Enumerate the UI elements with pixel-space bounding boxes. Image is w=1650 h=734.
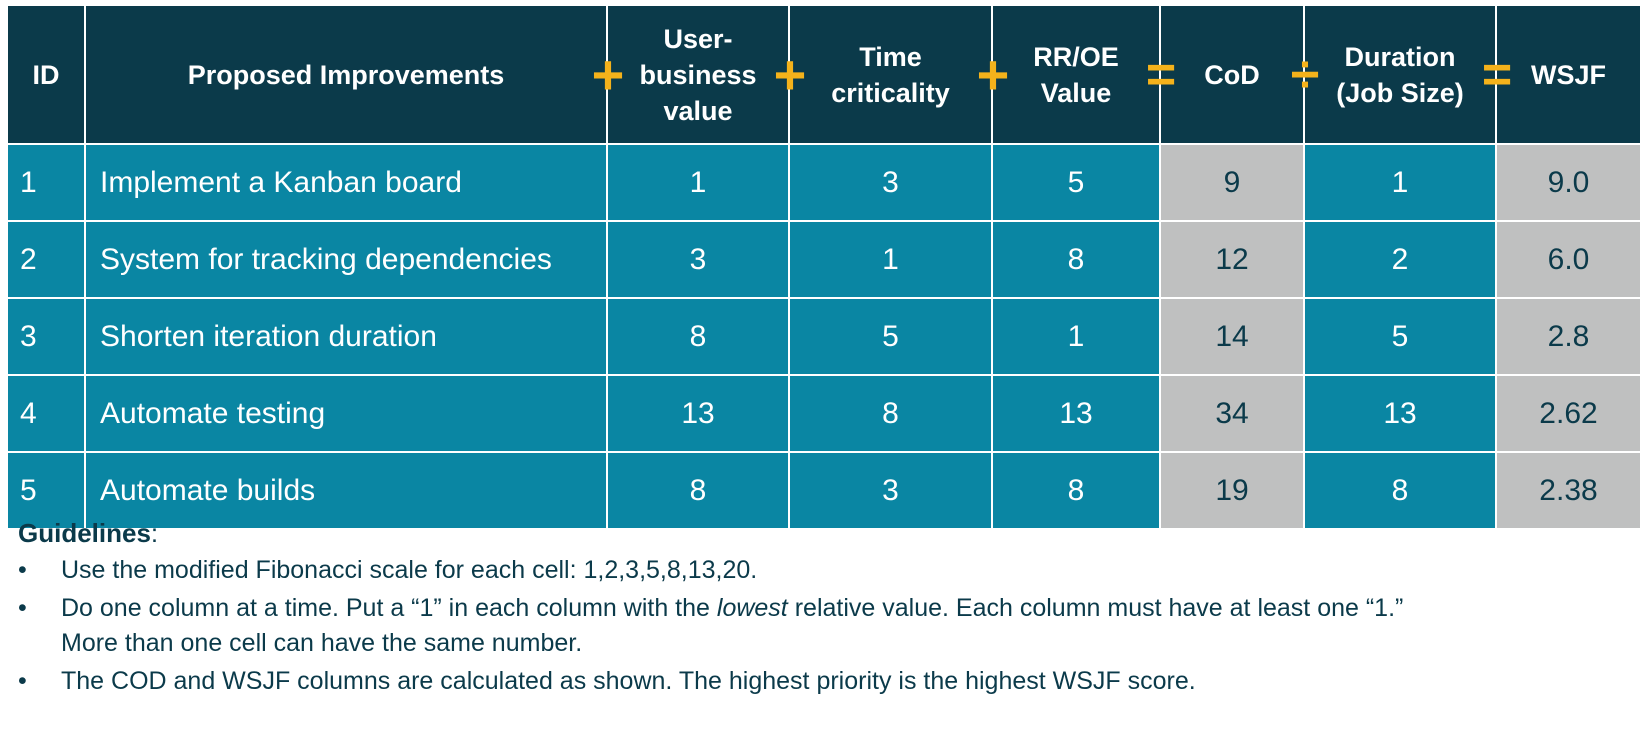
cell-duration: 8 <box>1303 451 1497 530</box>
list-item: • Use the modified Fibonacci scale for e… <box>18 553 1633 588</box>
table-row: 4 Automate testing 13 8 13 34 13 2.62 <box>6 374 1642 453</box>
cell-id: 3 <box>6 297 86 376</box>
cell-id: 1 <box>6 143 86 222</box>
header-line: criticality <box>831 77 950 108</box>
cell-rr-oe-value: 8 <box>991 220 1161 299</box>
header-rr-oe-value-label: RR/OE Value <box>1033 39 1119 111</box>
header-line: Value <box>1040 77 1112 108</box>
cell-id: 5 <box>6 451 86 530</box>
header-duration: ÷ Duration (Job Size) <box>1291 4 1497 145</box>
cell-duration: 13 <box>1303 374 1497 453</box>
cell-improvement: Implement a Kanban board <box>84 143 608 222</box>
cell-time-criticality: 5 <box>788 297 993 376</box>
cell-rr-oe-value: 1 <box>991 297 1161 376</box>
cell-improvement: Shorten iteration duration <box>84 297 608 376</box>
bullet-icon: • <box>18 594 27 622</box>
header-improvements-label: Proposed Improvements <box>187 59 505 90</box>
header-cod: = CoD <box>1146 4 1305 145</box>
plus-icon: + <box>976 42 1010 106</box>
cell-wsjf: 2.8 <box>1495 297 1642 376</box>
header-line: Time <box>859 41 922 72</box>
guideline-column-a: Do one column at a time. Put a “1” in ea… <box>61 594 717 622</box>
cell-rr-oe-value: 13 <box>991 374 1161 453</box>
guideline-column-b: relative value. Each column must have at… <box>787 594 1404 622</box>
header-proposed-improvements: Proposed Improvements <box>84 4 608 145</box>
header-line: Duration <box>1344 41 1456 72</box>
guideline-column-emphasis: lowest <box>716 594 788 622</box>
cell-wsjf: 2.38 <box>1495 451 1642 530</box>
guidelines-section: Guidelines: • Use the modified Fibonacci… <box>18 515 1633 702</box>
plus-icon: + <box>773 42 807 106</box>
header-duration-label: Duration (Job Size) <box>1336 39 1464 111</box>
header-user-business-value: + User- business value <box>592 4 790 145</box>
header-time-criticality: + Time criticality <box>774 4 993 145</box>
cell-duration: 5 <box>1303 297 1497 376</box>
header-line: value <box>663 95 733 126</box>
cell-user-business-value: 3 <box>606 220 790 299</box>
header-row: ID Proposed Improvements + User- busines… <box>6 4 1642 145</box>
header-line: business <box>639 59 757 90</box>
cell-id: 4 <box>6 374 86 453</box>
guideline-calc: The COD and WSJF columns are calculated … <box>61 667 1196 695</box>
header-id: ID <box>6 4 86 145</box>
header-wsjf: = WSJF <box>1482 4 1642 145</box>
cell-time-criticality: 3 <box>788 451 993 530</box>
guideline-column-c: More than one cell can have the same num… <box>61 629 583 657</box>
guideline-scale: Use the modified Fibonacci scale for eac… <box>61 556 758 584</box>
bullet-icon: • <box>18 667 27 695</box>
cell-user-business-value: 8 <box>606 451 790 530</box>
list-item: • The COD and WSJF columns are calculate… <box>18 664 1633 699</box>
cell-wsjf: 9.0 <box>1495 143 1642 222</box>
list-item: • Do one column at a time. Put a “1” in … <box>18 591 1633 661</box>
cell-user-business-value: 13 <box>606 374 790 453</box>
header-line: RR/OE <box>1033 41 1119 72</box>
header-cod-label: CoD <box>1204 59 1260 90</box>
cell-cod: 12 <box>1159 220 1305 299</box>
header-rr-oe-value: + RR/OE Value <box>977 4 1161 145</box>
cell-time-criticality: 8 <box>788 374 993 453</box>
cell-improvement: Automate testing <box>84 374 608 453</box>
header-id-label: ID <box>32 59 60 90</box>
cell-id: 2 <box>6 220 86 299</box>
cell-cod: 19 <box>1159 451 1305 530</box>
cell-improvement: System for tracking dependencies <box>84 220 608 299</box>
wsjf-table-container: ID Proposed Improvements + User- busines… <box>6 4 1642 535</box>
table-row: 1 Implement a Kanban board 1 3 5 9 1 9.0 <box>6 143 1642 222</box>
guidelines-heading: Guidelines: <box>18 515 1633 551</box>
equals-icon: = <box>1145 45 1177 104</box>
bullet-icon: • <box>18 556 27 584</box>
cell-duration: 1 <box>1303 143 1497 222</box>
wsjf-table: ID Proposed Improvements + User- busines… <box>6 4 1642 530</box>
cell-user-business-value: 8 <box>606 297 790 376</box>
table-row: 3 Shorten iteration duration 8 5 1 14 5 … <box>6 297 1642 376</box>
cell-cod: 34 <box>1159 374 1305 453</box>
guidelines-title: Guidelines <box>18 518 151 548</box>
guidelines-list: • Use the modified Fibonacci scale for e… <box>18 553 1633 699</box>
header-wsjf-label: WSJF <box>1530 59 1606 90</box>
cell-time-criticality: 3 <box>788 143 993 222</box>
header-line: User- <box>663 23 733 54</box>
table-row: 2 System for tracking dependencies 3 1 8… <box>6 220 1642 299</box>
divide-icon: ÷ <box>1290 45 1320 104</box>
cell-rr-oe-value: 8 <box>991 451 1161 530</box>
cell-wsjf: 6.0 <box>1495 220 1642 299</box>
table-row: 5 Automate builds 8 3 8 19 8 2.38 <box>6 451 1642 530</box>
guidelines-title-colon: : <box>150 518 159 548</box>
cell-improvement: Automate builds <box>84 451 608 530</box>
equals-icon: = <box>1481 45 1513 104</box>
cell-rr-oe-value: 5 <box>991 143 1161 222</box>
cell-cod: 14 <box>1159 297 1305 376</box>
cell-duration: 2 <box>1303 220 1497 299</box>
header-line: (Job Size) <box>1336 77 1464 108</box>
header-time-criticality-label: Time criticality <box>831 39 950 111</box>
cell-cod: 9 <box>1159 143 1305 222</box>
cell-time-criticality: 1 <box>788 220 993 299</box>
cell-wsjf: 2.62 <box>1495 374 1642 453</box>
cell-user-business-value: 1 <box>606 143 790 222</box>
header-user-business-value-label: User- business value <box>639 21 756 129</box>
plus-icon: + <box>591 42 625 106</box>
